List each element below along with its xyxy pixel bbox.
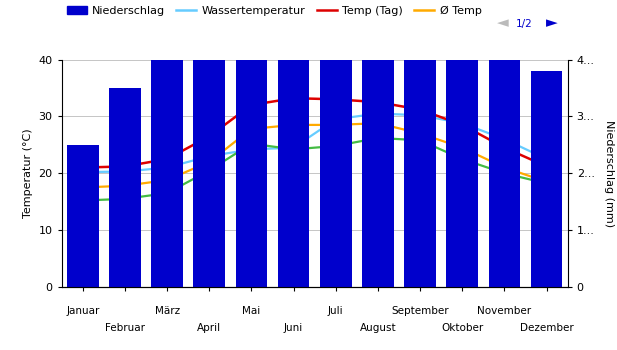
- Legend: Niederschlag, Wassertemperatur, Temp (Tag), Ø Temp: Niederschlag, Wassertemperatur, Temp (Ta…: [62, 1, 486, 20]
- Bar: [362, 0, 394, 287]
- Bar: [404, 0, 436, 287]
- Bar: [194, 0, 225, 287]
- Text: Dezember: Dezember: [520, 323, 573, 333]
- Bar: [67, 145, 99, 287]
- Text: Juni: Juni: [284, 323, 303, 333]
- Text: Oktober: Oktober: [441, 323, 483, 333]
- Text: November: November: [478, 307, 531, 316]
- Bar: [531, 71, 562, 287]
- Text: Juli: Juli: [328, 307, 344, 316]
- Text: ◄: ◄: [497, 15, 509, 30]
- Bar: [278, 0, 309, 287]
- Bar: [447, 0, 478, 287]
- Text: März: März: [154, 307, 180, 316]
- Text: September: September: [391, 307, 449, 316]
- Y-axis label: Temperatur (°C): Temperatur (°C): [23, 128, 33, 218]
- Y-axis label: Niederschlag (mm): Niederschlag (mm): [604, 120, 614, 227]
- Bar: [109, 88, 141, 287]
- Bar: [236, 0, 267, 287]
- Text: 1/2: 1/2: [516, 20, 533, 29]
- Text: August: August: [360, 323, 396, 333]
- Bar: [489, 0, 520, 287]
- Bar: [151, 2, 183, 287]
- Text: ►: ►: [546, 15, 558, 30]
- Bar: [320, 0, 352, 287]
- Text: Februar: Februar: [105, 323, 145, 333]
- Text: Mai: Mai: [242, 307, 260, 316]
- Text: April: April: [197, 323, 222, 333]
- Text: Januar: Januar: [66, 307, 99, 316]
